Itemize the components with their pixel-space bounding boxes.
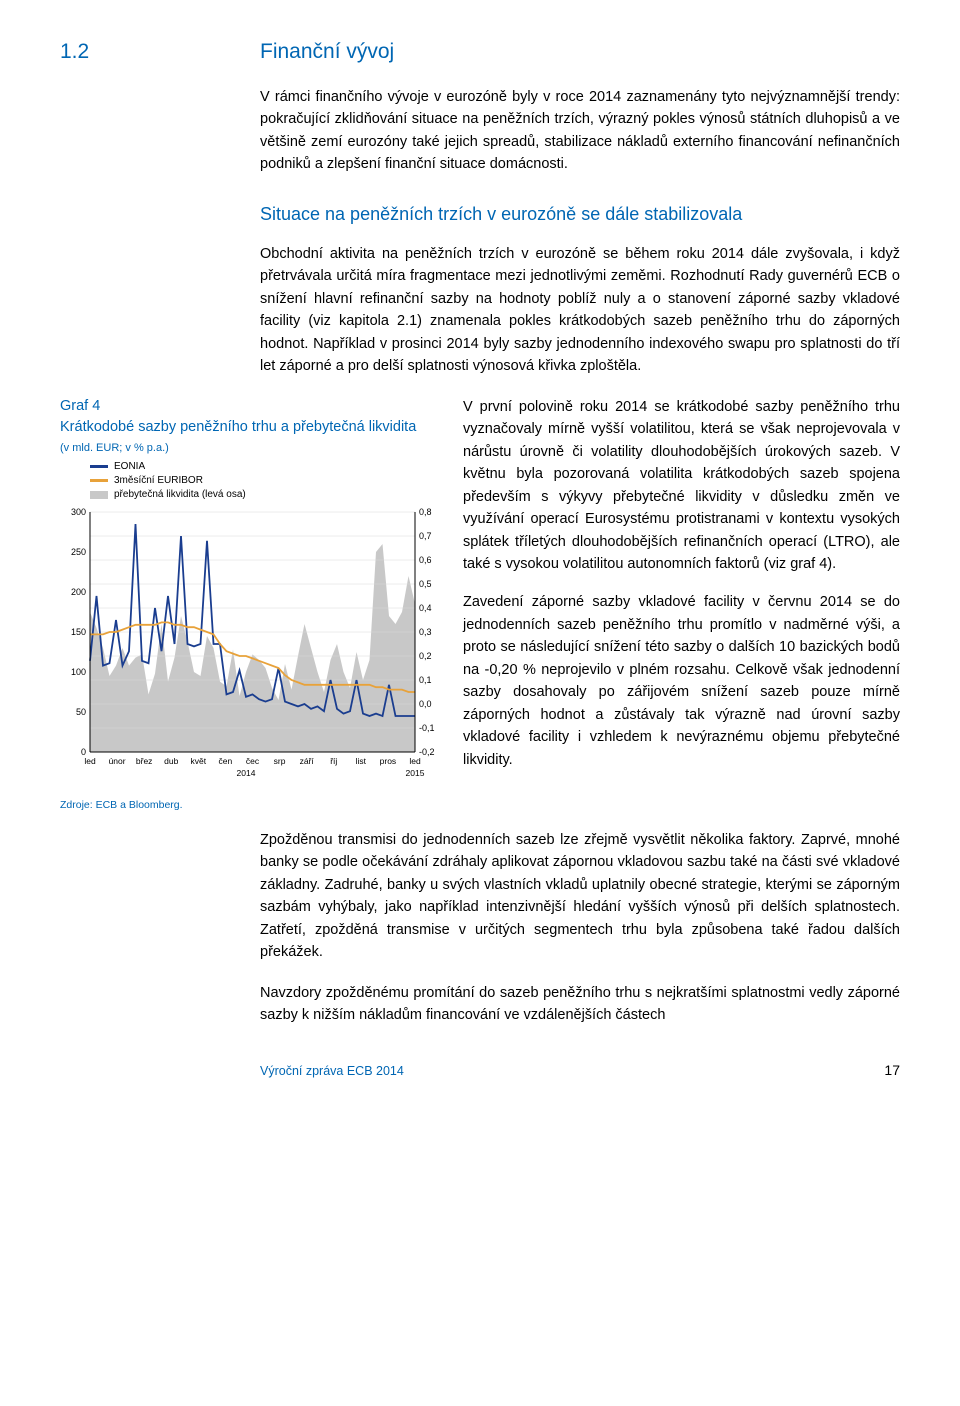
chart-title: Krátkodobé sazby peněžního trhu a přebyt… xyxy=(60,417,445,438)
svg-text:0,4: 0,4 xyxy=(419,603,432,613)
svg-text:0,2: 0,2 xyxy=(419,651,432,661)
legend-swatch-eonia xyxy=(90,465,108,468)
subheading: Situace na peněžních trzích v eurozóně s… xyxy=(260,204,900,225)
section-title: Finanční vývoj xyxy=(260,40,394,64)
chart-legend: EONIA 3měsíční EURIBOR přebytečná likvid… xyxy=(90,460,445,502)
svg-text:50: 50 xyxy=(76,707,86,717)
svg-text:září: září xyxy=(300,756,315,766)
svg-text:100: 100 xyxy=(71,667,86,677)
svg-text:břez: břez xyxy=(136,756,153,766)
svg-text:led: led xyxy=(409,756,421,766)
chart-plot: 050100150200250300-0,2-0,10,00,10,20,30,… xyxy=(60,506,445,786)
svg-text:-0,2: -0,2 xyxy=(419,747,435,757)
svg-text:0,5: 0,5 xyxy=(419,579,432,589)
svg-text:srp: srp xyxy=(274,756,286,766)
paragraph-2: Obchodní aktivita na peněžních trzích v … xyxy=(260,243,900,378)
svg-text:0,1: 0,1 xyxy=(419,675,432,685)
svg-text:čen: čen xyxy=(219,756,233,766)
svg-text:čec: čec xyxy=(246,756,260,766)
column-para-2: Zavedení záporné sazby vkladové facility… xyxy=(463,591,900,771)
svg-text:0,8: 0,8 xyxy=(419,507,432,517)
svg-text:list: list xyxy=(356,756,367,766)
svg-text:0,3: 0,3 xyxy=(419,627,432,637)
paragraph-3: Zpožděnou transmisi do jednodenních saze… xyxy=(260,829,900,964)
svg-text:150: 150 xyxy=(71,627,86,637)
footer-page: 17 xyxy=(884,1062,900,1078)
legend-swatch-liquidity xyxy=(90,491,108,499)
svg-text:dub: dub xyxy=(164,756,178,766)
chart-container: Graf 4 Krátkodobé sazby peněžního trhu a… xyxy=(60,396,445,811)
intro-paragraph: V rámci finančního vývoje v eurozóně byl… xyxy=(260,86,900,176)
section-number: 1.2 xyxy=(60,40,260,64)
chart-source: Zdroje: ECB a Bloomberg. xyxy=(60,799,445,811)
svg-text:200: 200 xyxy=(71,587,86,597)
chart-label: Graf 4 xyxy=(60,396,445,417)
svg-text:0,6: 0,6 xyxy=(419,555,432,565)
chart-units: (v mld. EUR; v % p.a.) xyxy=(60,442,445,454)
svg-text:květ: květ xyxy=(191,756,207,766)
column-para-1: V první polovině roku 2014 se krátkodobé… xyxy=(463,396,900,576)
svg-text:0,0: 0,0 xyxy=(419,699,432,709)
svg-text:250: 250 xyxy=(71,547,86,557)
legend-label-liquidity: přebytečná likvidita (levá osa) xyxy=(114,488,246,502)
svg-text:pros: pros xyxy=(380,756,397,766)
svg-text:únor: únor xyxy=(109,756,126,766)
legend-label-euribor: 3měsíční EURIBOR xyxy=(114,474,203,488)
legend-swatch-euribor xyxy=(90,479,108,482)
paragraph-4: Navzdory zpožděnému promítání do sazeb p… xyxy=(260,982,900,1027)
svg-text:2015: 2015 xyxy=(406,768,425,778)
footer-text: Výroční zpráva ECB 2014 xyxy=(260,1064,404,1078)
svg-text:-0,1: -0,1 xyxy=(419,723,435,733)
svg-text:2014: 2014 xyxy=(237,768,256,778)
svg-text:0,7: 0,7 xyxy=(419,531,432,541)
legend-label-eonia: EONIA xyxy=(114,460,145,474)
svg-text:led: led xyxy=(84,756,96,766)
svg-text:říj: říj xyxy=(330,756,337,766)
svg-text:300: 300 xyxy=(71,507,86,517)
